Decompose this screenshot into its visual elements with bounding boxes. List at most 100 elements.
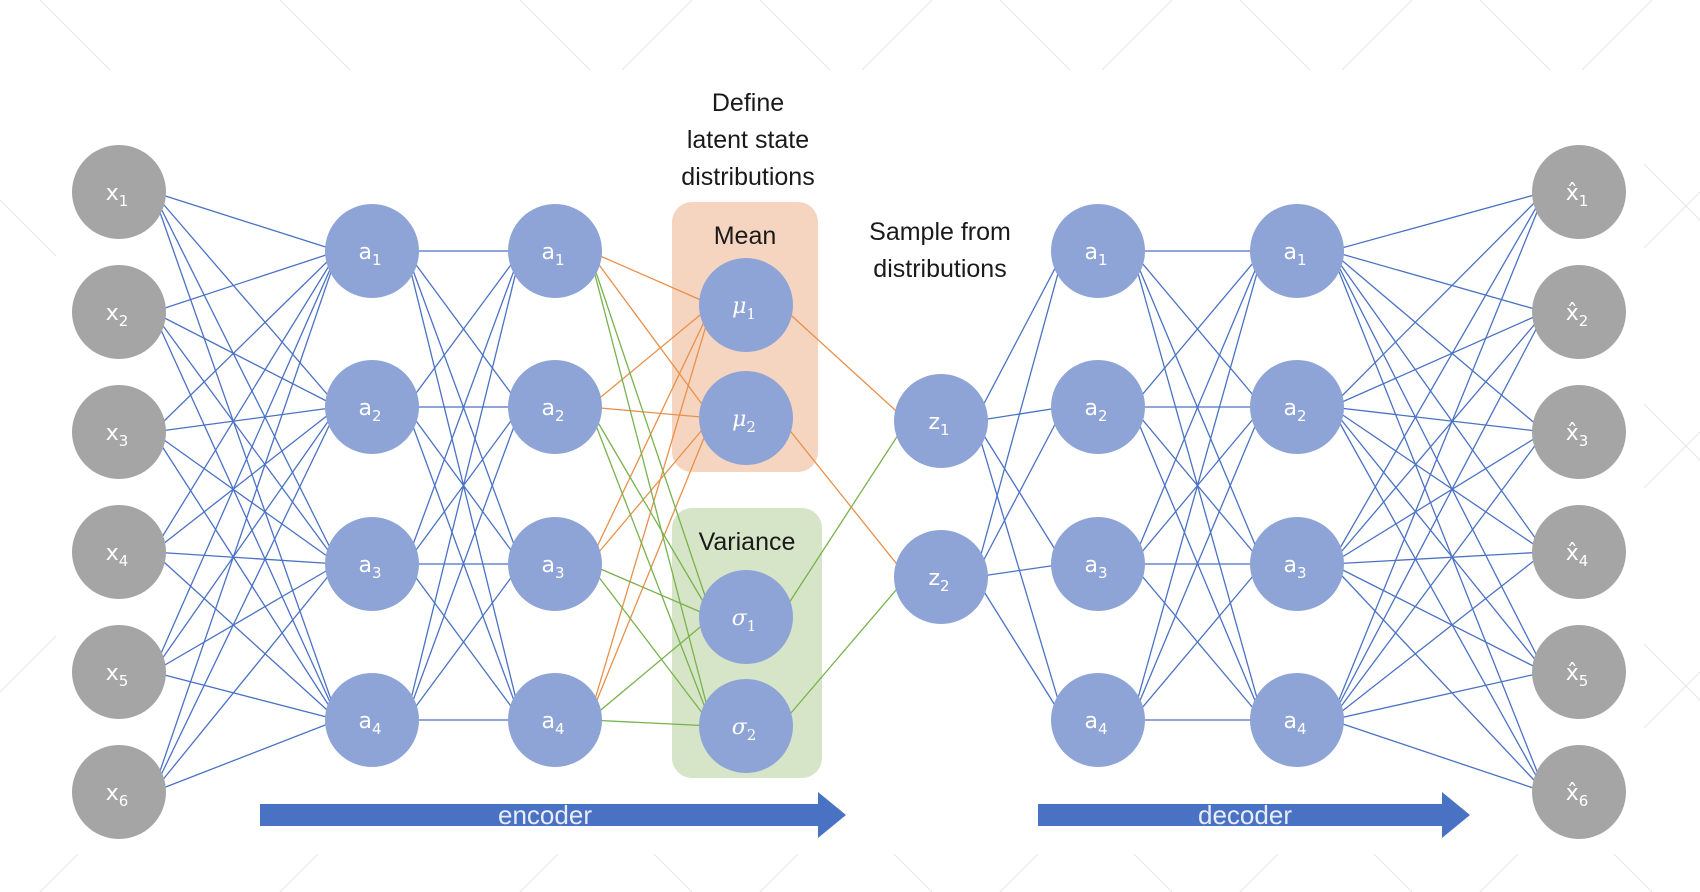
node-circle [72, 505, 166, 599]
mean-edge [588, 406, 713, 419]
decoder-edge [1330, 406, 1546, 673]
latent-node: z1 [894, 374, 988, 468]
decoder-edge [1330, 191, 1546, 721]
node-circle [1532, 505, 1626, 599]
decoder-edge [1330, 191, 1546, 408]
variance-edge [588, 563, 713, 618]
node-label: σ1 [732, 606, 757, 635]
decoder-label: decoder [1198, 800, 1292, 830]
dec-hidden-2-node: a3 [1250, 517, 1344, 611]
sample-from-line-1: Sample from [869, 218, 1011, 246]
decoder-edge [1131, 250, 1264, 721]
decoder-edge [1330, 250, 1546, 313]
encoder-edge [405, 250, 522, 721]
node-circle [325, 204, 419, 298]
enc-hidden-2-node: a3 [508, 517, 602, 611]
node-circle [508, 673, 602, 767]
mean-edge [588, 417, 713, 721]
outputs-node: x̂1 [1532, 145, 1626, 239]
decoder-edge [1330, 406, 1546, 793]
decoder-edge [1330, 671, 1546, 721]
diagram-panel [56, 70, 1644, 854]
dec-hidden-1-node: a4 [1051, 673, 1145, 767]
node-label: x̂4 [1566, 541, 1589, 570]
encoder-edge [152, 311, 339, 565]
variance-edge [588, 250, 713, 618]
node-circle [1051, 204, 1145, 298]
variance-edge [588, 616, 713, 721]
node-label: x̂1 [1566, 181, 1589, 210]
decoder-edge [1330, 563, 1546, 673]
decoder-edge [1330, 250, 1546, 673]
node-label: a2 [1084, 396, 1107, 425]
means-node: μ2 [699, 371, 793, 465]
node-circle [1532, 625, 1626, 719]
node-circle [699, 371, 793, 465]
node-circle [894, 374, 988, 468]
encoder-edge [152, 719, 339, 793]
sigmas-node: σ2 [699, 679, 793, 773]
latent-node: z2 [894, 530, 988, 624]
decoder-edge [1330, 191, 1546, 565]
node-label: x3 [106, 421, 129, 450]
node-circle [325, 673, 419, 767]
decoder-edge [1330, 191, 1546, 252]
decoder-edge [1131, 563, 1264, 721]
encoder-edge [405, 563, 522, 721]
node-circle [325, 360, 419, 454]
node-label: x5 [106, 661, 129, 690]
mean-edge [588, 250, 713, 419]
node-label: z2 [928, 566, 949, 595]
encoder-edge [152, 406, 339, 793]
define-latent-line-1: Define [712, 89, 784, 117]
enc-hidden-2-node: a4 [508, 673, 602, 767]
node-circle [508, 517, 602, 611]
sample-from-line-2: distributions [873, 255, 1006, 283]
decoder-edge [1330, 551, 1546, 565]
node-circle [1051, 517, 1145, 611]
outputs-node: x̂4 [1532, 505, 1626, 599]
encoder-edge [152, 311, 339, 408]
node-label: a2 [541, 396, 564, 425]
node-label: a3 [541, 553, 564, 582]
encoder-edge [152, 191, 339, 252]
node-label: z1 [928, 410, 949, 439]
encoder-edge [152, 250, 339, 793]
enc-hidden-1-node: a1 [325, 204, 419, 298]
decoder-edge [1131, 250, 1264, 565]
node-circle [1532, 265, 1626, 359]
encoder-edge [152, 191, 339, 408]
node-circle [1051, 360, 1145, 454]
network-nodes: x1 x2 x3 x4 x5 x6 a1 a2 a3 a4 a1 a2 a3 a4 μ1 μ2 σ1 σ2 z1 z2… [72, 145, 1626, 839]
encoder-edge [152, 671, 339, 721]
decoder-edge [1330, 551, 1546, 721]
decoder-edge [1330, 311, 1546, 565]
decoder-edge [974, 576, 1065, 721]
node-circle [1250, 517, 1344, 611]
node-circle [72, 265, 166, 359]
node-circle [72, 145, 166, 239]
node-circle [699, 570, 793, 664]
define-latent-line-2: latent state [687, 126, 809, 154]
node-label: a3 [1283, 553, 1306, 582]
encoder-edge [152, 406, 339, 673]
encoder-edge [152, 250, 339, 553]
node-circle [1051, 673, 1145, 767]
enc-hidden-1-node: a2 [325, 360, 419, 454]
encoder-edge [152, 563, 339, 793]
sampling-edge-variance [779, 420, 908, 618]
encoder-arrow [260, 792, 846, 838]
encoder-edge [152, 406, 339, 553]
dec-hidden-1-node: a3 [1051, 517, 1145, 611]
define-latent-line-3: distributions [681, 163, 814, 191]
decoder-arrow [1038, 792, 1470, 838]
inputs-node: x6 [72, 745, 166, 839]
enc-hidden-2-node: a2 [508, 360, 602, 454]
node-label: a4 [1283, 709, 1306, 738]
enc-hidden-2-node: a1 [508, 204, 602, 298]
node-label: x̂6 [1566, 781, 1589, 810]
variance-box-title: Variance [699, 528, 796, 556]
node-label: a1 [1084, 240, 1107, 269]
decoder-edge [1330, 250, 1546, 553]
